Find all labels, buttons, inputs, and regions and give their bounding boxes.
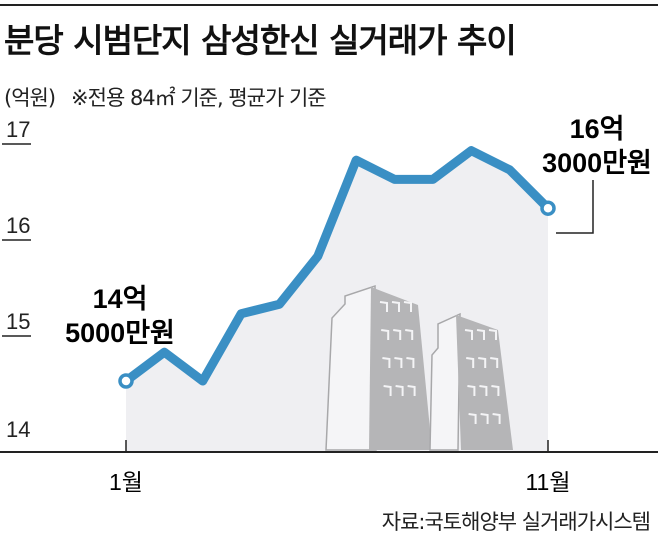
start-annotation-line2: 5000만원 bbox=[65, 318, 175, 348]
chart-title: 분당 시범단지 삼성한신 실거래가 추이 bbox=[4, 21, 517, 60]
end-leader-line bbox=[556, 180, 594, 234]
y-tick-label: 14 bbox=[6, 417, 30, 442]
x-tick-label: 1월 bbox=[109, 469, 143, 495]
y-unit-label: (억원) bbox=[4, 86, 56, 110]
x-tick-label: 11월 bbox=[525, 469, 570, 495]
end-annotation-line2: 3000만원 bbox=[542, 148, 652, 178]
chart-note: ※전용 84㎡ 기준, 평균가 기준 bbox=[71, 86, 327, 110]
start-point-marker bbox=[118, 373, 134, 389]
y-tick-label: 15 bbox=[6, 309, 30, 334]
y-tick-label: 17 bbox=[6, 117, 30, 142]
top-rule bbox=[0, 4, 658, 6]
source-note: 자료:국토해양부 실거래가시스템 bbox=[381, 510, 651, 534]
chart-subtitle: (억원) ※전용 84㎡ 기준, 평균가 기준 bbox=[4, 82, 327, 112]
end-annotation-line1: 16억 bbox=[570, 114, 625, 144]
price-line bbox=[121, 146, 553, 386]
y-axis: 14 15 16 17 bbox=[2, 117, 31, 442]
end-point-marker bbox=[540, 200, 556, 216]
y-tick-label: 16 bbox=[6, 213, 30, 238]
start-annotation-line1: 14억 bbox=[93, 284, 148, 314]
buildings-illustration bbox=[325, 284, 513, 451]
